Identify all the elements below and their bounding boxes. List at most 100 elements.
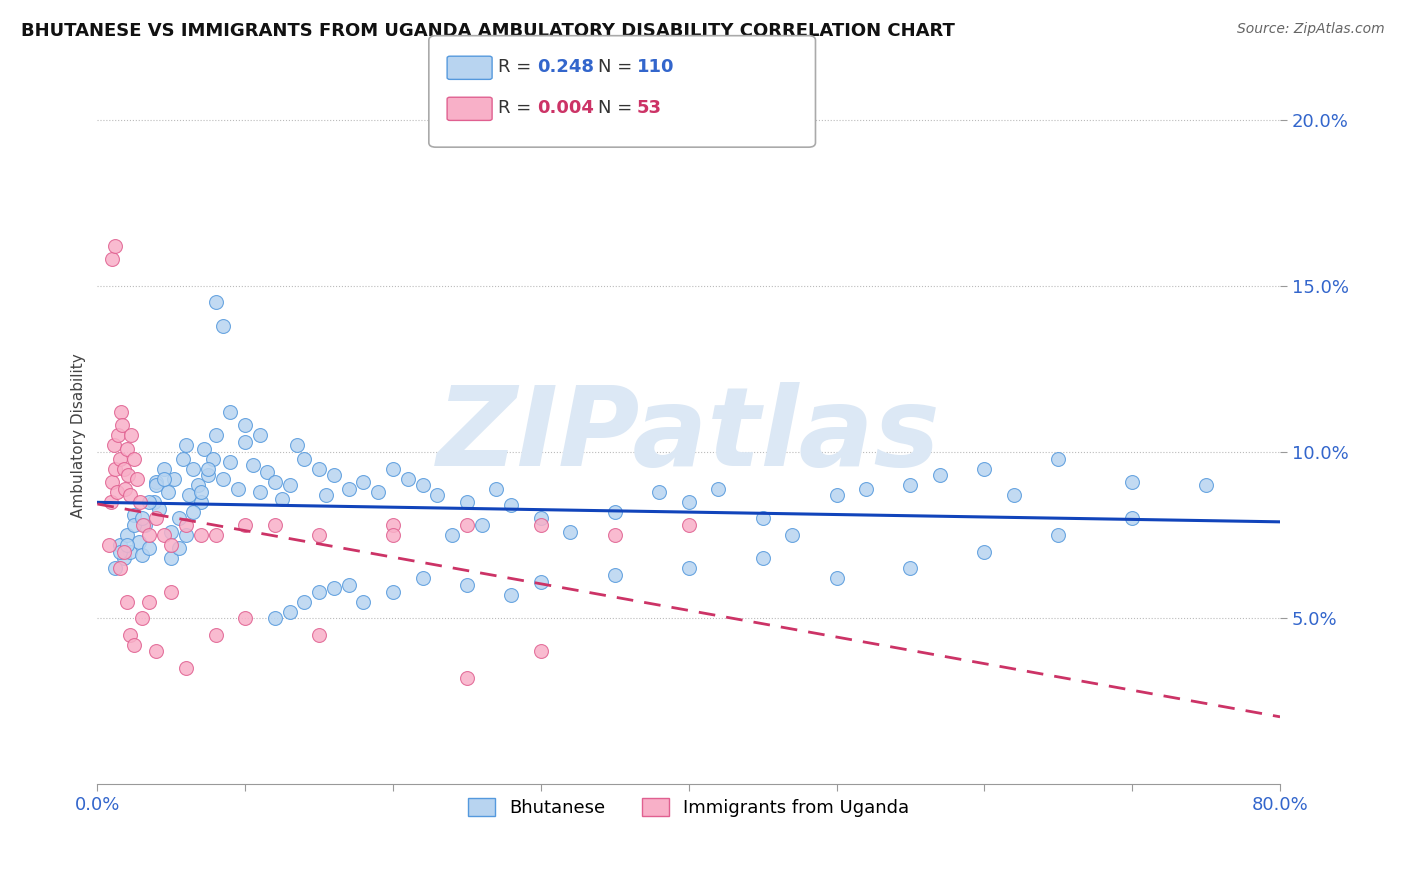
Immigrants from Uganda [107, 428, 129, 442]
Bhutanese [183, 505, 205, 519]
Bhutanese [190, 495, 212, 509]
Bhutanese [352, 594, 374, 608]
Immigrants from Uganda [104, 461, 127, 475]
Immigrants from Uganda [138, 594, 160, 608]
Bhutanese [485, 482, 508, 496]
Immigrants from Uganda [127, 472, 149, 486]
Immigrants from Uganda [263, 518, 285, 533]
Immigrants from Uganda [603, 528, 626, 542]
Immigrants from Uganda [382, 528, 405, 542]
Bhutanese [1121, 475, 1143, 489]
Bhutanese [855, 482, 877, 496]
Bhutanese [337, 482, 360, 496]
Bhutanese [263, 475, 285, 489]
Text: R =: R = [498, 58, 537, 76]
Bhutanese [219, 405, 242, 419]
Immigrants from Uganda [118, 488, 141, 502]
Bhutanese [153, 461, 176, 475]
Bhutanese [242, 458, 264, 473]
Bhutanese [134, 518, 156, 533]
Bhutanese [233, 418, 256, 433]
Bhutanese [128, 534, 150, 549]
Bhutanese [352, 475, 374, 489]
Bhutanese [1195, 478, 1218, 492]
Bhutanese [678, 495, 700, 509]
Immigrants from Uganda [145, 644, 167, 658]
Immigrants from Uganda [104, 239, 127, 253]
Immigrants from Uganda [124, 638, 146, 652]
Immigrants from Uganda [108, 561, 131, 575]
Immigrants from Uganda [98, 538, 121, 552]
Bhutanese [412, 571, 434, 585]
Immigrants from Uganda [174, 661, 197, 675]
Immigrants from Uganda [115, 442, 138, 456]
Bhutanese [707, 482, 730, 496]
Bhutanese [160, 551, 183, 566]
Bhutanese [278, 605, 301, 619]
Text: BHUTANESE VS IMMIGRANTS FROM UGANDA AMBULATORY DISABILITY CORRELATION CHART: BHUTANESE VS IMMIGRANTS FROM UGANDA AMBU… [21, 22, 955, 40]
Bhutanese [1047, 451, 1070, 466]
Bhutanese [315, 488, 337, 502]
Bhutanese [285, 438, 308, 452]
Immigrants from Uganda [456, 518, 478, 533]
Immigrants from Uganda [117, 468, 139, 483]
Bhutanese [160, 524, 183, 539]
Y-axis label: Ambulatory Disability: Ambulatory Disability [72, 353, 86, 517]
Immigrants from Uganda [308, 528, 330, 542]
Bhutanese [108, 538, 131, 552]
Immigrants from Uganda [131, 611, 153, 625]
Bhutanese [1002, 488, 1025, 502]
Bhutanese [212, 318, 235, 333]
Immigrants from Uganda [124, 451, 146, 466]
Immigrants from Uganda [190, 528, 212, 542]
Bhutanese [412, 478, 434, 492]
Bhutanese [163, 472, 186, 486]
Bhutanese [678, 561, 700, 575]
Bhutanese [174, 528, 197, 542]
Immigrants from Uganda [382, 518, 405, 533]
Bhutanese [973, 461, 995, 475]
Immigrants from Uganda [160, 538, 183, 552]
Bhutanese [751, 511, 773, 525]
Bhutanese [825, 488, 848, 502]
Bhutanese [124, 518, 146, 533]
Bhutanese [172, 451, 194, 466]
Bhutanese [108, 545, 131, 559]
Bhutanese [219, 455, 242, 469]
Bhutanese [308, 584, 330, 599]
Bhutanese [104, 561, 127, 575]
Immigrants from Uganda [145, 511, 167, 525]
Bhutanese [112, 551, 135, 566]
Immigrants from Uganda [174, 518, 197, 533]
Immigrants from Uganda [115, 594, 138, 608]
Bhutanese [204, 428, 226, 442]
Bhutanese [1121, 511, 1143, 525]
Bhutanese [201, 451, 224, 466]
Bhutanese [174, 438, 197, 452]
Bhutanese [204, 295, 226, 310]
Bhutanese [396, 472, 419, 486]
Immigrants from Uganda [308, 628, 330, 642]
Bhutanese [115, 538, 138, 552]
Bhutanese [124, 508, 146, 523]
Bhutanese [367, 484, 389, 499]
Bhutanese [153, 472, 176, 486]
Immigrants from Uganda [530, 518, 553, 533]
Immigrants from Uganda [101, 475, 124, 489]
Immigrants from Uganda [138, 528, 160, 542]
Bhutanese [456, 578, 478, 592]
Immigrants from Uganda [120, 428, 142, 442]
Bhutanese [271, 491, 294, 506]
Bhutanese [157, 484, 180, 499]
Bhutanese [142, 495, 165, 509]
Bhutanese [751, 551, 773, 566]
Immigrants from Uganda [153, 528, 176, 542]
Bhutanese [292, 451, 315, 466]
Text: N =: N = [598, 58, 637, 76]
Immigrants from Uganda [233, 611, 256, 625]
Bhutanese [167, 541, 190, 556]
Bhutanese [560, 524, 582, 539]
Bhutanese [603, 568, 626, 582]
Immigrants from Uganda [132, 518, 155, 533]
Bhutanese [471, 518, 494, 533]
